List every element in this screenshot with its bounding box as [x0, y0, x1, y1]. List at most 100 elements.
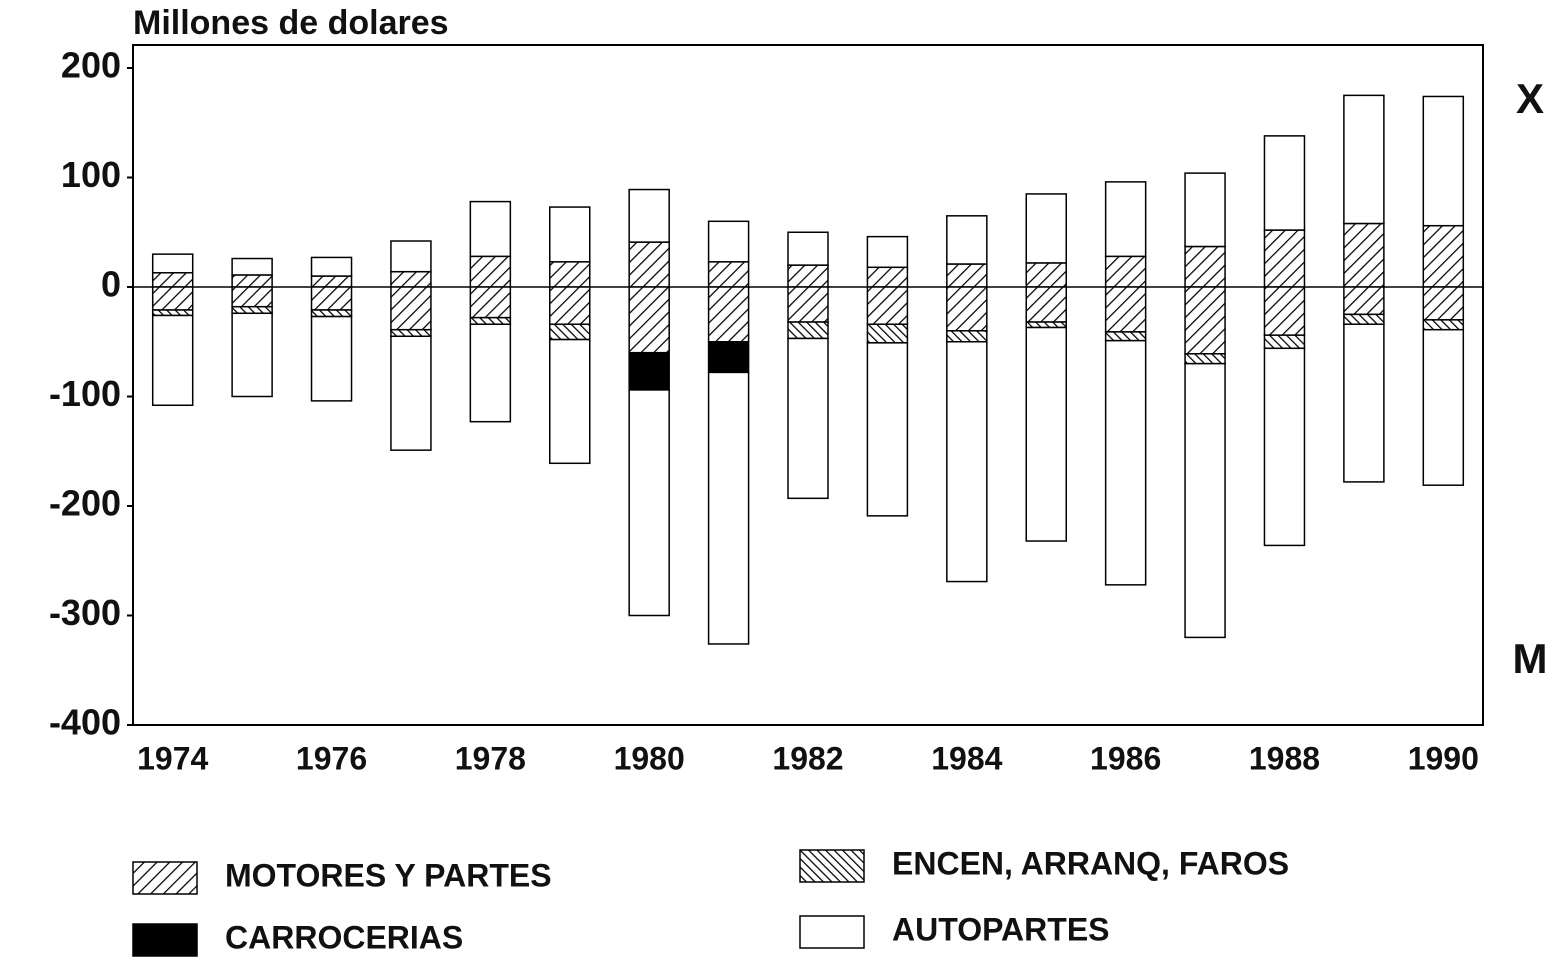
legend-swatch: [132, 861, 198, 895]
y-tick-label: 200: [61, 45, 121, 86]
bar-segment: [628, 389, 670, 617]
bar-segment: [1263, 229, 1306, 288]
bar-segment: [707, 371, 750, 645]
bar-segment: [1184, 353, 1226, 365]
bar-segment: [1422, 328, 1465, 486]
y-tick-label: -200: [49, 483, 121, 524]
bar-segment: [1343, 313, 1385, 325]
bar-segment: [469, 200, 512, 258]
bar-segment: [231, 305, 273, 315]
bar-segment: [866, 342, 909, 517]
bar-segment: [231, 274, 273, 288]
bar-segment: [1184, 286, 1226, 355]
x-tick-label: 1984: [931, 740, 1002, 776]
bar-segment: [1343, 323, 1385, 483]
bar-segment: [866, 323, 909, 344]
bar-segment: [866, 286, 909, 325]
bar-segment: [390, 328, 432, 338]
bar-segment: [1025, 193, 1067, 264]
bar-segment: [866, 235, 909, 269]
bar-segment: [151, 272, 194, 288]
bar-segment: [1025, 326, 1067, 542]
bar-segment: [1104, 255, 1147, 288]
bar-segment: [1025, 262, 1067, 288]
bar-segment: [707, 286, 750, 343]
bar-segment: [1184, 172, 1226, 248]
bar-segment: [549, 286, 591, 325]
bar-segment: [1263, 347, 1306, 547]
bar-segment: [1104, 339, 1147, 586]
bar-segment: [151, 286, 194, 311]
import-label: M: [1513, 635, 1548, 682]
bar-segment: [1104, 181, 1147, 258]
bar-segment: [310, 275, 353, 288]
bar-segment: [310, 315, 353, 402]
bar-segment: [707, 220, 750, 263]
bar-segment: [946, 263, 988, 288]
bar-segment: [549, 323, 591, 341]
bar-segment: [1422, 224, 1465, 288]
bar-segment: [1025, 321, 1067, 329]
bar-segment: [787, 321, 829, 340]
y-tick-label: -400: [49, 702, 121, 743]
bar-segment: [1104, 331, 1147, 342]
bar-segment: [310, 256, 353, 277]
y-tick-label: -100: [49, 373, 121, 414]
bar-segment: [946, 341, 988, 583]
bar-segment: [390, 240, 432, 273]
bar-segment: [310, 286, 353, 311]
bar-segment: [469, 255, 512, 288]
export-label: X: [1516, 75, 1544, 122]
x-tick-label: 1978: [455, 740, 526, 776]
bar-segment: [390, 335, 432, 451]
bar-segment: [151, 309, 194, 317]
bar-segment: [946, 330, 988, 343]
plot-frame: [132, 44, 1484, 726]
x-tick-label: 1976: [296, 740, 367, 776]
bar-segment: [628, 351, 670, 391]
bar-segment: [866, 266, 909, 288]
bar-segment: [787, 231, 829, 266]
y-tick-label: 100: [61, 154, 121, 195]
legend-swatch: [799, 915, 865, 949]
bar-segment: [1263, 135, 1306, 231]
legend-swatch: [132, 923, 198, 957]
chart-title: Millones de dolares: [133, 4, 449, 42]
x-tick-label: 1988: [1249, 740, 1320, 776]
bar-segment: [390, 270, 432, 288]
bar-segment: [1343, 286, 1385, 316]
bar-segment: [469, 286, 512, 319]
bar-segment: [946, 286, 988, 332]
x-tick-label: 1986: [1090, 740, 1161, 776]
bar-segment: [151, 253, 194, 274]
bar-segment: [1184, 245, 1226, 288]
bar-segment: [151, 314, 194, 407]
legend-label: AUTOPARTES: [892, 911, 1110, 947]
bar-segment: [787, 286, 829, 323]
bar-segment: [231, 257, 273, 276]
x-tick-label: 1990: [1408, 740, 1479, 776]
bar-segment: [787, 264, 829, 288]
y-tick-label: -300: [49, 592, 121, 633]
bar-segment: [469, 316, 512, 325]
bar-segment: [1422, 95, 1465, 227]
bar-segment: [707, 341, 750, 374]
bar-segment: [628, 241, 670, 288]
bar-segment: [787, 337, 829, 500]
bar-segment: [390, 286, 432, 331]
bar-segment: [628, 286, 670, 354]
bar-segment: [1184, 362, 1226, 639]
bar-segment: [1422, 319, 1465, 331]
x-tick-label: 1982: [772, 740, 843, 776]
bar-segment: [1263, 334, 1306, 350]
bar-segment: [1343, 222, 1385, 288]
bar-segment: [946, 215, 988, 265]
legend-label: ENCEN, ARRANQ, FAROS: [892, 845, 1289, 881]
bar-segment: [1343, 94, 1385, 225]
bar-segment: [231, 286, 273, 308]
bar-segment: [1104, 286, 1147, 333]
x-tick-label: 1974: [137, 740, 208, 776]
bar-segment: [310, 309, 353, 318]
legend-swatch: [799, 849, 865, 883]
